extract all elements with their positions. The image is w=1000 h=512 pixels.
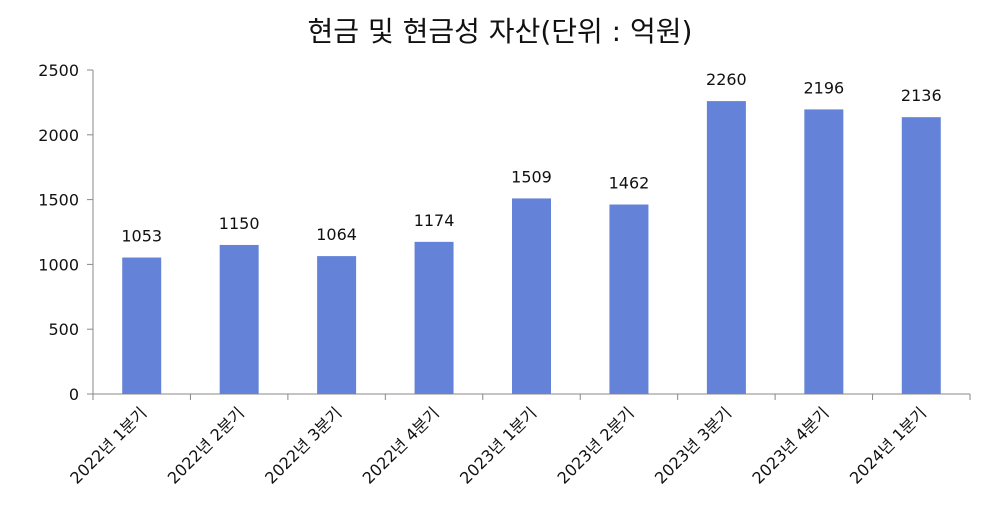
bar: [706, 101, 746, 394]
x-tick-label: 2023년 4분기: [748, 403, 832, 487]
x-tick-label: 2022년 4분기: [359, 403, 443, 487]
y-tick-label: 500: [48, 320, 79, 339]
data-label: 2136: [901, 86, 942, 105]
x-axis: 2022년 1분기 2022년 2분기 2022년 3분기 2022년 4분기 2023…: [66, 393, 971, 488]
x-tick-label: 2022년 2분기: [164, 403, 248, 487]
data-labels: 1053 1150 1064 1174 1509 1462 2260 2196 2136: [121, 70, 941, 245]
bar: [901, 117, 941, 394]
y-tick-label: 2500: [38, 61, 79, 80]
data-label: 2260: [706, 70, 747, 89]
x-tick-label: 2022년 1분기: [66, 403, 150, 487]
x-tick-label: 2022년 3분기: [261, 403, 345, 487]
bar: [219, 244, 259, 394]
x-tick-label: 2023년 2분기: [554, 403, 638, 487]
x-tick-label: 2023년 1분기: [456, 403, 540, 487]
data-label: 1053: [121, 227, 162, 246]
chart-title: 현금 및 현금성 자산(단위 : 억원): [307, 15, 693, 48]
bar: [122, 257, 162, 394]
bar: [804, 109, 844, 394]
y-tick-label: 1500: [38, 191, 79, 210]
y-tick-label: 1000: [38, 255, 79, 274]
y-tick-label: 2000: [38, 126, 79, 145]
data-label: 1174: [414, 211, 455, 230]
y-tick-label: 0: [69, 385, 79, 404]
bars: [122, 101, 941, 394]
data-label: 2196: [803, 78, 844, 97]
bar: [609, 204, 649, 394]
data-label: 1509: [511, 167, 552, 186]
data-label: 1462: [609, 174, 650, 193]
bar: [317, 256, 357, 394]
bar: [414, 241, 454, 394]
data-label: 1150: [219, 214, 260, 233]
x-tick-label: 2024년 1분기: [846, 403, 930, 487]
data-label: 1064: [316, 225, 357, 244]
y-axis: 0 500 1000 1500 2000 2500: [38, 61, 94, 404]
bar: [512, 198, 551, 394]
x-tick-label: 2023년 3분기: [651, 403, 735, 487]
